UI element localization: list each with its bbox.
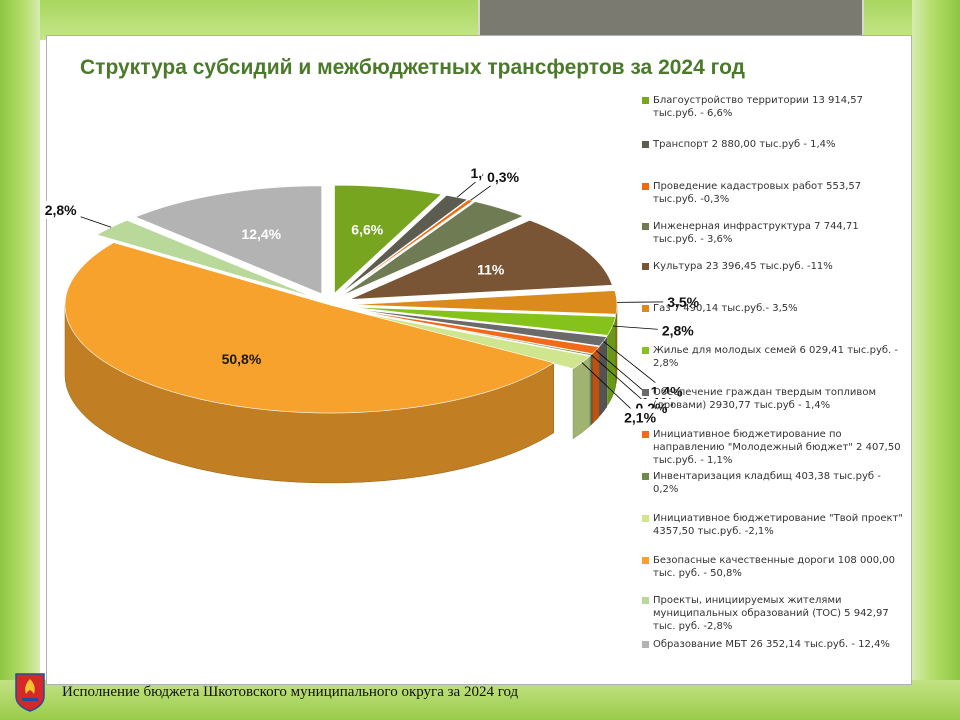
pie-data-label-2: 0,3% [487, 169, 519, 185]
legend-swatch-13 [642, 641, 649, 648]
legend-item-6: Жилье для молодых семей 6 029,41 тыс.руб… [642, 344, 904, 370]
legend-item-12: Проекты, инициируемых жителями муниципал… [642, 594, 904, 633]
legend-item-7: Обеспечение граждан твердым топливом (др… [642, 386, 904, 412]
pie-data-label-12: 2,8% [45, 202, 77, 218]
pie-label-bg-2 [483, 167, 524, 186]
legend-item-8: Инициативное бюджетирование по направлен… [642, 428, 904, 467]
pie-slice-side-7 [599, 336, 608, 417]
legend-label-8: Инициативное бюджетирование по направлен… [653, 429, 901, 466]
pie-data-label-5: 3,5% [667, 294, 699, 310]
background-bottom-band [0, 680, 960, 720]
legend-swatch-0 [642, 97, 649, 104]
legend-item-0: Благоустройство территории 13 914,57 тыс… [642, 94, 904, 120]
pie-slice-13 [134, 185, 322, 295]
legend-label-1: Транспорт 2 880,00 тыс.руб - 1,4% [653, 139, 836, 150]
legend-swatch-1 [642, 141, 649, 148]
legend-label-11: Безопасные качественные дороги 108 000,0… [653, 555, 895, 579]
pie-slice-side-5 [615, 304, 618, 385]
pie-data-label-6: 2,8% [662, 323, 694, 339]
legend-item-4: Культура 23 396,45 тыс.руб. -11% [642, 260, 904, 273]
legend-swatch-6 [642, 347, 649, 354]
pie-slice-0 [334, 184, 442, 294]
legend-item-1: Транспорт 2 880,00 тыс.руб - 1,4% [642, 138, 904, 151]
legend-swatch-11 [642, 557, 649, 564]
pie-data-label-0: 6,6% [351, 222, 383, 238]
pie-leader-line-10 [581, 362, 641, 418]
legend-swatch-10 [642, 515, 649, 522]
legend-item-9: Инвентаризация кладбищ 403,38 тыс.руб - … [642, 470, 904, 496]
pie-label-bg-10 [620, 408, 661, 427]
legend-swatch-7 [642, 389, 649, 396]
legend-item-3: Инженерная инфраструктура 7 744,71 тыс.р… [642, 220, 904, 246]
legend-label-13: Образование МБТ 26 352,14 тыс.руб. - 12,… [653, 639, 890, 650]
legend-swatch-12 [642, 597, 649, 604]
pie-slice-8 [350, 309, 600, 355]
legend-swatch-9 [642, 473, 649, 480]
pie-slice-side-10 [572, 355, 591, 440]
legend-label-2: Проведение кадастровых работ 553,57 тыс.… [653, 181, 862, 205]
pie-label-bg-5 [663, 292, 704, 311]
legend-item-10: Инициативное бюджетирование "Твой проект… [642, 512, 904, 538]
legend-label-9: Инвентаризация кладбищ 403,38 тыс.руб - … [653, 471, 881, 495]
legend-label-10: Инициативное бюджетирование "Твой проект… [653, 513, 904, 537]
pie-data-label-4: 11% [477, 262, 505, 278]
legend-swatch-8 [642, 431, 649, 438]
chart-title: Структура субсидий и межбюджетных трансф… [80, 56, 745, 79]
legend-label-5: Газ 7 490,14 тыс.руб.- 3,5% [653, 303, 798, 314]
legend-item-2: Проведение кадастровых работ 553,57 тыс.… [642, 180, 904, 206]
legend-swatch-2 [642, 183, 649, 190]
background-left-band [0, 0, 40, 720]
legend-label-6: Жилье для молодых семей 6 029,41 тыс.руб… [653, 345, 898, 369]
legend-swatch-3 [642, 223, 649, 230]
legend-label-4: Культура 23 396,45 тыс.руб. -11% [653, 261, 833, 272]
pie-slice-3 [342, 201, 525, 296]
pie-slice-5 [351, 290, 618, 315]
legend-swatch-4 [642, 263, 649, 270]
legend-item-5: Газ 7 490,14 тыс.руб.- 3,5% [642, 302, 904, 315]
legend-item-11: Безопасные качественные дороги 108 000,0… [642, 554, 904, 580]
coat-of-arms-icon [15, 673, 45, 712]
footer-caption: Исполнение бюджета Шкотовского муниципал… [62, 684, 519, 700]
legend-label-0: Благоустройство территории 13 914,57 тыс… [653, 95, 864, 119]
pie-data-label-11: 50,8% [222, 351, 262, 367]
legend-item-13: Образование МБТ 26 352,14 тыс.руб. - 12,… [642, 638, 904, 651]
legend-swatch-5 [642, 305, 649, 312]
background-right-band [912, 0, 960, 720]
legend-label-3: Инженерная инфраструктура 7 744,71 тыс.р… [653, 221, 859, 245]
pie-data-label-10: 2,1% [624, 409, 656, 425]
pie-slice-1 [339, 194, 469, 295]
pie-slice-4 [349, 219, 613, 300]
pie-label-bg-12 [40, 200, 81, 219]
pie-label-bg-6 [657, 321, 698, 340]
pie-slice-side-9 [590, 353, 593, 426]
legend-label-7: Обеспечение граждан твердым топливом (др… [653, 387, 876, 411]
pie-data-label-13: 12,4% [241, 226, 281, 242]
legend-label-12: Проекты, инициируемых жителями муниципал… [653, 595, 889, 632]
pie-slice-11 [64, 242, 555, 414]
pie-slice-12 [96, 220, 314, 298]
